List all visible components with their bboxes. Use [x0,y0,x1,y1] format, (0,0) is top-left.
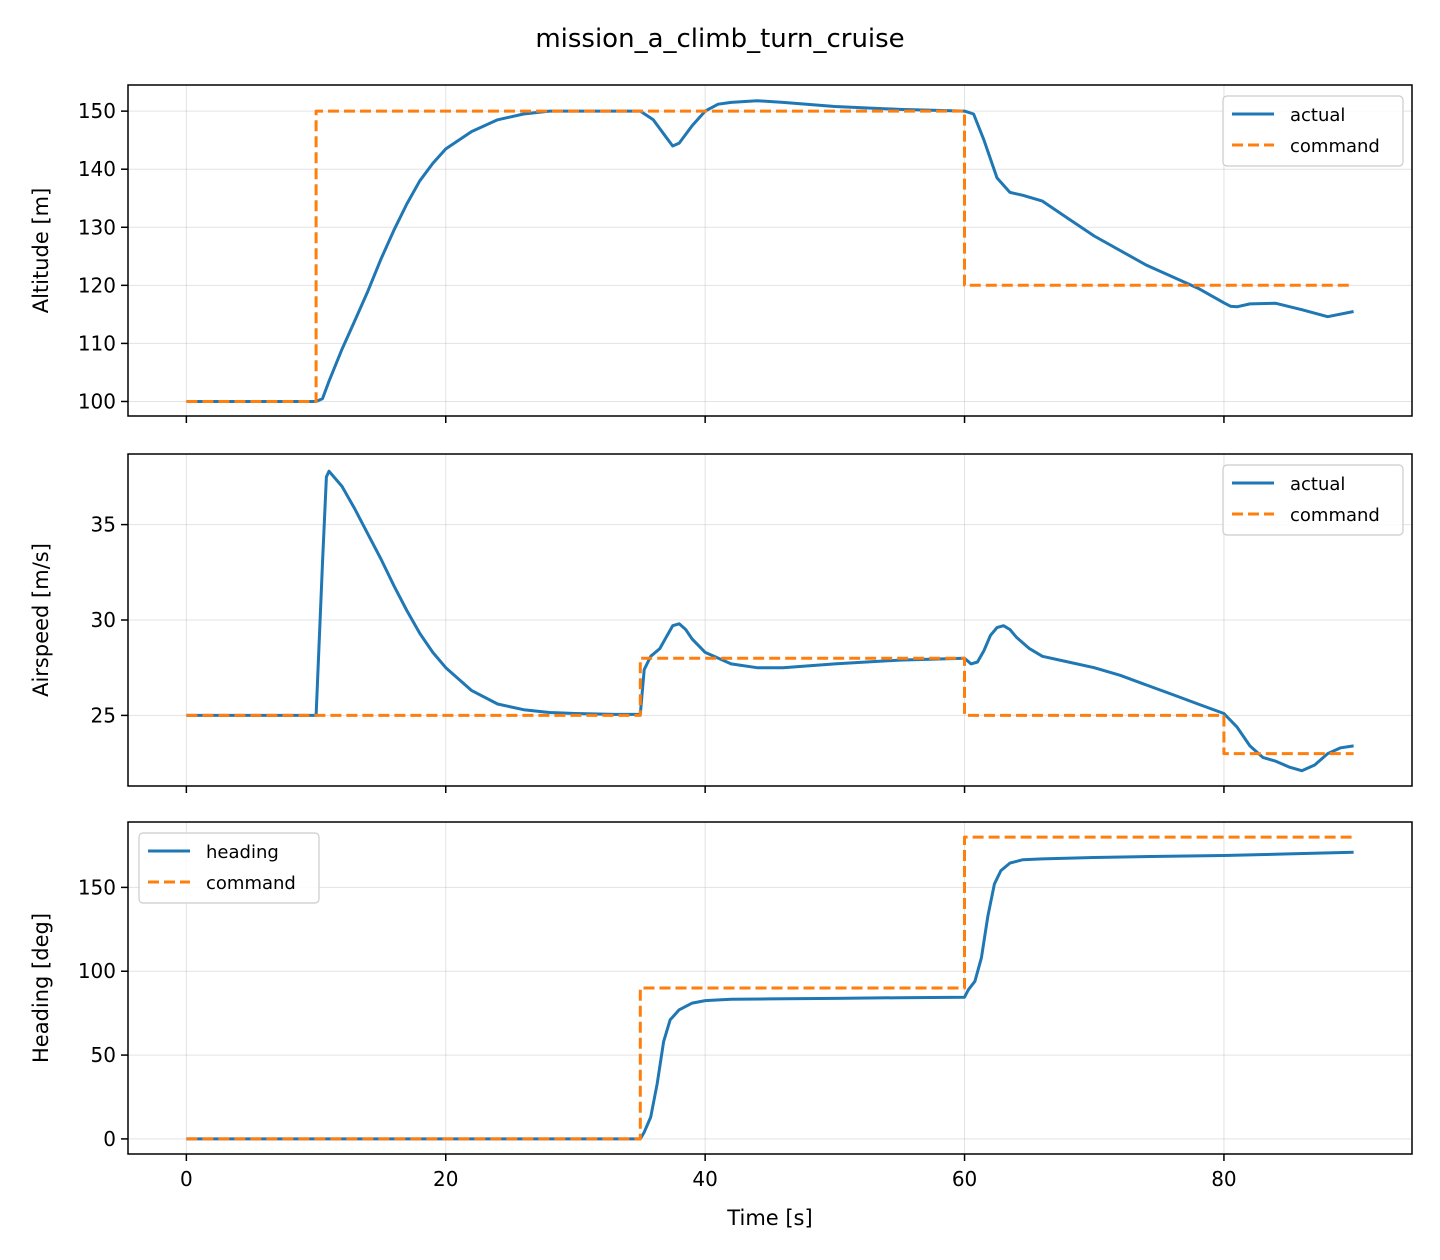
airspeed-legend: actual command [1222,464,1404,536]
altitude-legend-label-actual: actual [1290,105,1345,126]
airspeed-y-tick-label: 35 [91,513,116,537]
heading-legend: heading command [138,832,320,904]
altitude-y-tick-label: 140 [78,157,116,181]
x-tick-label: 20 [433,1167,458,1191]
altitude-y-tick-label: 110 [78,331,116,355]
airspeed-series-actual [186,469,1354,773]
altitude-y-tick-label: 150 [78,99,116,123]
heading-legend-label-command: command [206,873,296,894]
x-tick-label: 0 [180,1167,193,1191]
heading-subplot: 0 20 40 60 80 0 50 100 150 Heading [deg] heading co… [29,821,1413,1191]
airspeed-y-tick-label: 30 [91,608,116,632]
altitude-y-tick-label: 100 [78,389,116,413]
x-axis-label: Time [s] [726,1206,812,1230]
altitude-y-axis-label: Altitude [m] [29,188,53,314]
altitude-axes-frame [127,84,1413,417]
chart-title: mission_a_climb_turn_cruise [535,24,904,54]
altitude-y-tick-label: 130 [78,215,116,239]
x-tick-label: 80 [1211,1167,1236,1191]
heading-legend-label-heading: heading [206,842,279,863]
heading-y-tick-label: 150 [78,875,116,899]
airspeed-y-tick-label: 25 [91,703,116,727]
airspeed-subplot: 25 30 35 Airspeed [m/s] actual command [29,453,1413,793]
heading-y-axis-label: Heading [deg] [29,913,53,1063]
heading-axes-frame [127,821,1413,1155]
altitude-y-tick-label: 120 [78,273,116,297]
airspeed-legend-label-command: command [1290,505,1380,526]
altitude-series-command [186,109,1354,403]
altitude-legend-label-command: command [1290,136,1380,157]
airspeed-legend-label-actual: actual [1290,474,1345,495]
altitude-subplot: 100 110 120 130 140 150 Altitude [m] actual comm… [29,84,1413,423]
heading-y-tick-label: 0 [103,1127,116,1151]
x-tick-label: 60 [952,1167,977,1191]
altitude-legend: actual command [1222,95,1404,167]
heading-series-heading [186,850,1354,1141]
airspeed-y-axis-label: Airspeed [m/s] [29,543,53,697]
heading-y-tick-label: 100 [78,959,116,983]
heading-y-tick-label: 50 [91,1043,116,1067]
x-tick-label: 40 [692,1167,717,1191]
heading-series-command [186,835,1354,1141]
